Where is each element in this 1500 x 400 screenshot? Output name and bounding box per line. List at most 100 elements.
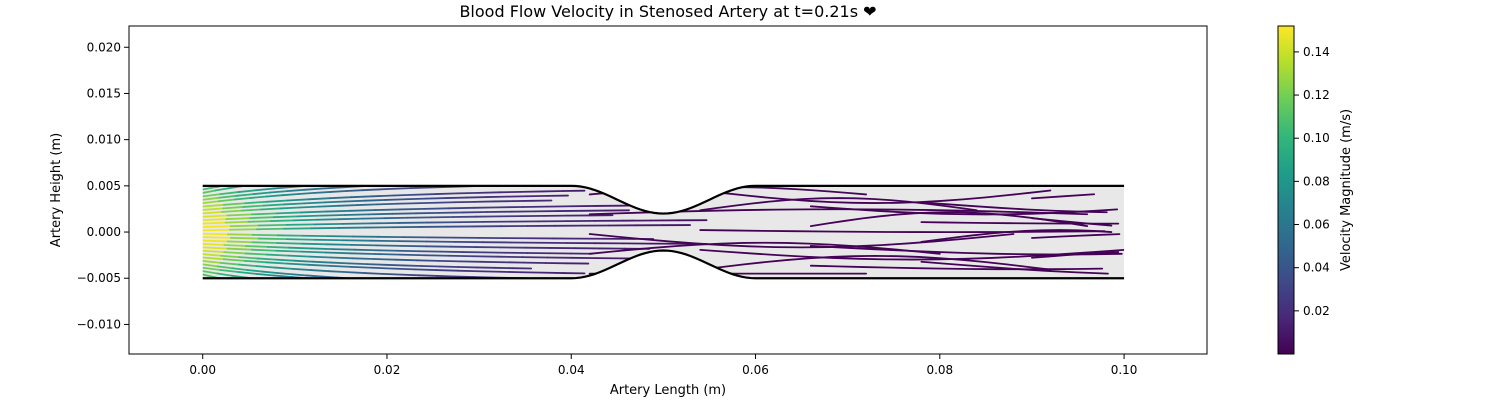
x-tick-label: 0.02 — [374, 363, 401, 377]
streamline-segment — [371, 194, 395, 198]
streamline-segment — [413, 268, 437, 271]
streamline-segment — [265, 199, 289, 203]
streamline-segment — [226, 240, 254, 244]
streamline-segment — [384, 263, 405, 267]
streamline-segment — [286, 188, 306, 193]
streamline-segment — [287, 254, 311, 258]
streamline-segment — [315, 218, 341, 221]
streamline-segment — [273, 274, 293, 278]
streamline-segment — [202, 270, 219, 275]
streamline-segment — [328, 270, 348, 274]
y-tick-label: −0.005 — [77, 271, 121, 285]
streamline-segment — [413, 193, 437, 196]
plot-area — [128, 25, 1208, 355]
streamline-segment — [237, 189, 258, 193]
y-axis-label: Artery Height (m) — [49, 133, 64, 247]
streamline-segment — [256, 257, 277, 261]
streamline-segment — [269, 190, 289, 194]
streamline-segment — [202, 239, 229, 243]
y-tick-label: 0.005 — [87, 179, 121, 193]
x-tick-label: 0.08 — [926, 363, 953, 377]
streamline-segment — [351, 257, 376, 260]
streamline-segment — [279, 206, 301, 210]
streamline-segment — [235, 193, 255, 197]
streamline-segment — [307, 263, 331, 267]
streamline-segment — [255, 272, 275, 277]
streamline-segment — [416, 259, 440, 262]
streamline-segment — [371, 266, 395, 270]
streamline-segment — [435, 192, 459, 195]
streamline-segment — [393, 187, 412, 190]
streamline-segment — [202, 243, 226, 246]
streamline-segment — [257, 237, 288, 241]
streamline-segment — [343, 199, 366, 203]
streamline-segment — [392, 193, 416, 197]
streamline-segment — [398, 253, 426, 257]
streamline-segment — [238, 256, 259, 260]
y-tick-label: 0.020 — [87, 40, 121, 54]
streamline-segment — [477, 270, 501, 273]
y-tick-label: 0.015 — [87, 86, 121, 100]
x-tick-label: 0.06 — [742, 363, 769, 377]
streamline-segment — [255, 265, 276, 269]
colorbar-gradient — [1277, 25, 1295, 355]
streamline-segment — [291, 267, 312, 271]
streamline-segment — [251, 212, 278, 216]
streamline — [1031, 193, 1096, 200]
streamline-segment — [249, 216, 275, 220]
streamline-segment — [202, 207, 224, 211]
streamline-segment — [423, 207, 450, 210]
streamline-segment — [301, 242, 328, 246]
streamline — [588, 233, 1015, 249]
streamline-segment — [313, 191, 332, 194]
streamline-segment — [456, 191, 480, 195]
streamline-segment — [382, 272, 402, 276]
streamline-segment — [202, 196, 221, 201]
streamline-segment — [259, 207, 282, 211]
y-axis: 0.020 0.015 0.010 0.005 0.000 −0.005 −0.010 — [77, 40, 129, 331]
streamline-segment — [311, 260, 332, 264]
streamline-segment — [257, 224, 288, 227]
streamline-segment — [214, 187, 229, 192]
streamline-segment — [367, 212, 394, 216]
streamline-segment — [404, 197, 427, 201]
streamline — [920, 201, 1108, 214]
streamline-segment — [374, 253, 401, 256]
streamline-segment — [286, 262, 310, 266]
streamline-segment — [313, 238, 344, 242]
streamline-segment — [297, 192, 316, 195]
streamline-segment — [293, 259, 314, 263]
streamline-segment — [329, 190, 348, 193]
streamline-segment — [274, 258, 295, 262]
streamline-segment — [202, 228, 231, 232]
streamline-segment — [300, 210, 327, 214]
streamline-segment — [244, 252, 268, 256]
streamline-segment — [288, 246, 312, 250]
streamline-segment — [245, 245, 269, 248]
streamline-segment — [202, 225, 232, 228]
streamline-segment — [222, 206, 245, 210]
streamline — [699, 197, 978, 212]
streamline-segment — [364, 199, 387, 202]
streamline-segment — [323, 200, 346, 204]
x-tick-label: 0.10 — [1111, 363, 1138, 377]
streamline-segment — [273, 266, 294, 270]
streamline-segment — [298, 205, 320, 209]
streamline-segment — [202, 256, 225, 261]
colorbar-ticks: 0.02 0.04 0.06 0.08 0.10 0.12 0.14 — [1294, 45, 1330, 318]
streamline-segment — [249, 195, 268, 199]
streamline-segment — [305, 274, 323, 278]
streamline-segment — [303, 201, 326, 205]
streamline-segment — [338, 217, 363, 221]
streamline-segment — [425, 186, 444, 189]
streamline-segment — [265, 194, 284, 198]
streamline-segment — [343, 213, 370, 216]
vessel-wall-bottom — [202, 249, 1125, 280]
streamline-segment — [285, 223, 316, 226]
streamline-segment — [202, 266, 222, 271]
streamline-segment — [337, 204, 359, 207]
colorbar-tick-label: 0.10 — [1303, 131, 1330, 145]
streamline-segment — [223, 251, 247, 255]
streamline-segment — [262, 203, 285, 207]
